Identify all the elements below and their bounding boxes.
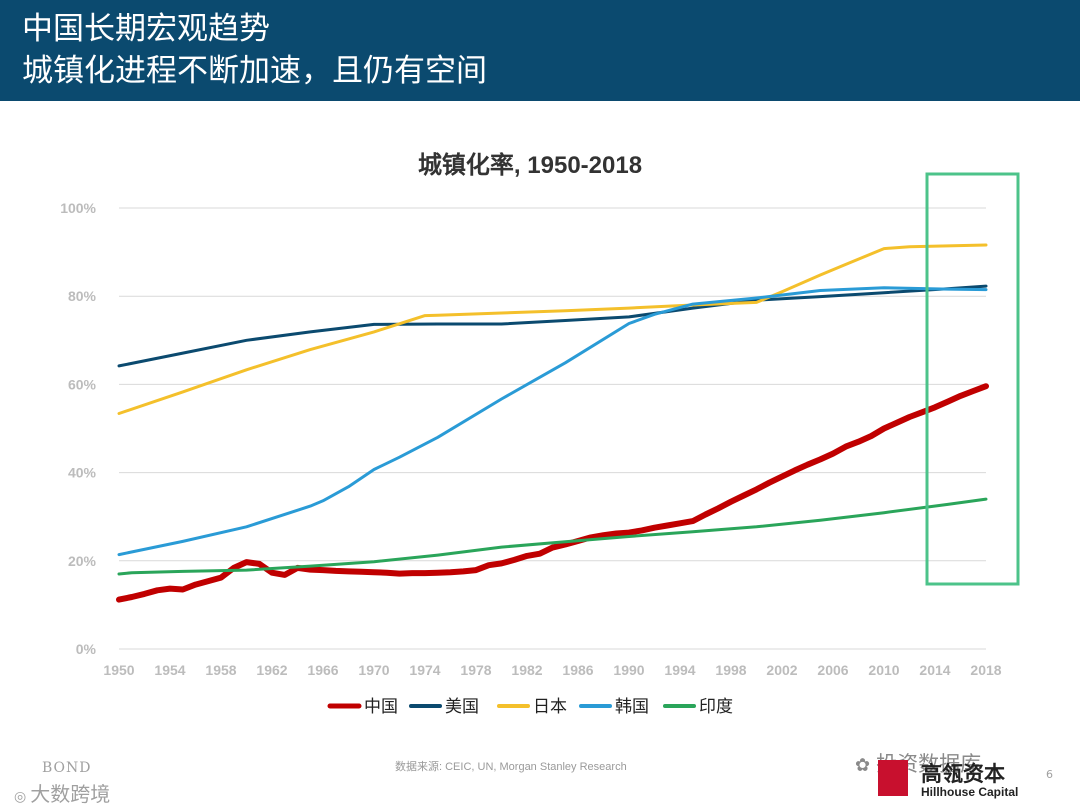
legend-label: 印度	[699, 697, 733, 716]
y-tick-label: 60%	[68, 376, 97, 392]
x-tick-label: 1974	[409, 662, 440, 678]
x-tick-label: 1998	[715, 662, 746, 678]
legend-label: 日本	[533, 697, 567, 716]
series-line-2	[117, 243, 988, 415]
x-tick-label: 1954	[154, 662, 185, 678]
x-tick-label: 2006	[817, 662, 848, 678]
highlight-box	[925, 172, 1020, 586]
y-tick-label: 20%	[68, 553, 97, 569]
x-tick-label: 1950	[103, 662, 134, 678]
watermark-bond-text: BOND	[42, 760, 92, 776]
x-tick-label: 1962	[256, 662, 287, 678]
y-tick-label: 80%	[68, 288, 97, 304]
page-number: 6	[1046, 768, 1053, 781]
x-tick-label: 1990	[613, 662, 644, 678]
legend-label: 美国	[445, 697, 479, 716]
series-line-1	[117, 284, 988, 368]
series-line-0	[116, 383, 989, 603]
x-tick-label: 1986	[562, 662, 593, 678]
series-line-3	[117, 286, 988, 557]
wechat-icon: ✿	[855, 755, 871, 776]
chart-title: 城镇化率, 1950-2018	[418, 151, 642, 179]
hillhouse-logo-mark	[878, 760, 908, 796]
y-tick-label: 100%	[60, 200, 96, 216]
x-tick-label: 1966	[307, 662, 338, 678]
y-tick-label: 40%	[68, 465, 97, 481]
x-tick-label: 1970	[358, 662, 389, 678]
x-tick-label: 2018	[970, 662, 1001, 678]
series-line-4	[117, 497, 988, 576]
title-banner: 中国长期宏观趋势 城镇化进程不断加速，且仍有空间	[0, 0, 1080, 101]
legend-label: 韩国	[615, 697, 649, 716]
hillhouse-logo-english: Hillhouse Capital	[921, 785, 1019, 799]
camera-icon: ◎	[14, 789, 27, 805]
x-tick-label: 1958	[205, 662, 236, 678]
x-tick-label: 1994	[664, 662, 695, 678]
watermark-brand-text: 大数跨境	[30, 782, 111, 806]
urbanization-line-chart: 城镇化率, 1950-2018 0% 20% 40% 60% 80% 100% 1950 195…	[60, 151, 1020, 716]
source-note: 数据来源: CEIC, UN, Morgan Stanley Research	[395, 761, 627, 773]
y-tick-label: 0%	[76, 641, 97, 657]
x-tick-label: 1982	[511, 662, 542, 678]
legend-label: 中国	[364, 697, 398, 716]
x-tick-label: 2014	[919, 662, 950, 678]
x-tick-label: 1978	[460, 662, 491, 678]
page-subtitle: 城镇化进程不断加速，且仍有空间	[22, 53, 487, 89]
hillhouse-logo-name: 高瓴资本	[921, 762, 1005, 786]
x-tick-label: 2002	[766, 662, 797, 678]
page-title: 中国长期宏观趋势	[22, 11, 270, 47]
x-tick-label: 2010	[868, 662, 899, 678]
